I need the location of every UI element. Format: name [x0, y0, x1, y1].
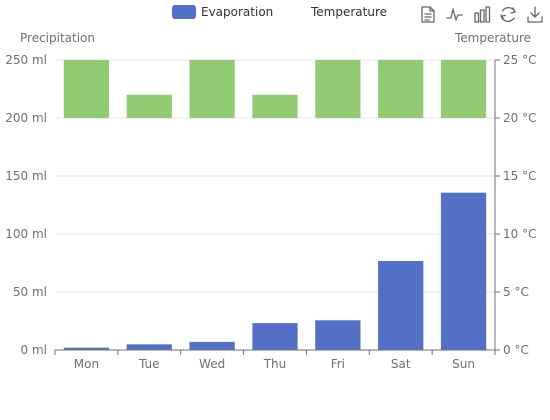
y-left-tick-label: 0 ml [21, 343, 47, 357]
legend-label: Evaporation [201, 5, 273, 19]
y-left-tick-label: 150 ml [5, 169, 47, 183]
bar-temperature-mon[interactable] [63, 60, 110, 118]
bar-temperature-sat[interactable] [378, 60, 424, 118]
legend-item-evaporation[interactable]: Evaporation [172, 5, 273, 19]
x-tick-label: Thu [263, 357, 287, 371]
y-right-tick-label: 5 °C [503, 285, 529, 299]
y-right-tick-label: 25 °C [503, 53, 536, 67]
y-left-tick-label: 200 ml [5, 111, 47, 125]
legend-item-temperature[interactable]: Temperature [310, 5, 387, 19]
bar-evaporation-tue[interactable] [126, 344, 172, 350]
legend-swatch [172, 5, 196, 19]
x-tick-label: Sun [452, 357, 475, 371]
x-tick-label: Tue [138, 357, 160, 371]
bar-temperature-tue[interactable] [126, 94, 172, 118]
y-right-tick-label: 15 °C [503, 169, 536, 183]
y-right-tick-label: 10 °C [503, 227, 536, 241]
bar-evaporation-fri[interactable] [315, 320, 361, 350]
bar-evaporation-sun[interactable] [440, 192, 487, 350]
save-image-icon[interactable] [527, 6, 543, 23]
axes: 0 ml 50 ml 100 ml 150 ml 200 ml 250 ml 0 °C 5 °… [5, 31, 536, 371]
bar-evaporation-sat[interactable] [378, 261, 424, 350]
y-left-tick-label: 100 ml [5, 227, 47, 241]
bar-evaporation-thu[interactable] [252, 323, 298, 350]
bar-temperature-sun[interactable] [440, 60, 487, 118]
bar-evaporation-mon[interactable] [63, 347, 110, 350]
data-view-icon[interactable] [421, 6, 435, 23]
y-right-tick-label: 0 °C [503, 343, 529, 357]
bars [55, 60, 495, 350]
x-tick-label: Sat [391, 357, 411, 371]
legend[interactable]: Evaporation Temperature [172, 5, 387, 19]
x-tick-label: Fri [331, 357, 345, 371]
line-chart-icon[interactable] [446, 8, 463, 21]
toolbox[interactable] [421, 6, 543, 23]
x-tick-label: Mon [74, 357, 99, 371]
axis-break-band [55, 119, 495, 175]
legend-label: Temperature [310, 5, 387, 19]
bar-chart-icon[interactable] [474, 6, 491, 23]
y-left-tick-label: 50 ml [13, 285, 47, 299]
restore-icon[interactable] [500, 6, 516, 23]
y-left-tick-label: 250 ml [5, 53, 47, 67]
bar-temperature-wed[interactable] [189, 60, 235, 118]
y-right-tick-label: 20 °C [503, 111, 536, 125]
bar-temperature-thu[interactable] [252, 94, 298, 118]
bar-temperature-fri[interactable] [315, 60, 361, 118]
y-left-axis-title: Precipitation [20, 31, 95, 45]
y-right-axis-title: Temperature [454, 31, 531, 45]
bar-evaporation-wed[interactable] [189, 341, 235, 350]
x-tick-label: Wed [199, 357, 225, 371]
